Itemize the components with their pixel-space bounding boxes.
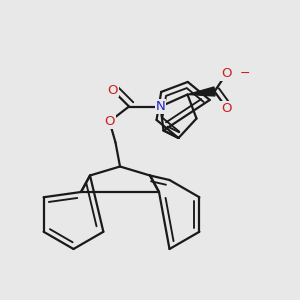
- Text: O: O: [104, 115, 115, 128]
- Text: O: O: [221, 67, 232, 80]
- Text: −: −: [240, 67, 250, 80]
- Text: O: O: [221, 101, 232, 115]
- Text: O: O: [107, 83, 118, 97]
- Polygon shape: [188, 87, 215, 96]
- Text: N: N: [156, 100, 165, 113]
